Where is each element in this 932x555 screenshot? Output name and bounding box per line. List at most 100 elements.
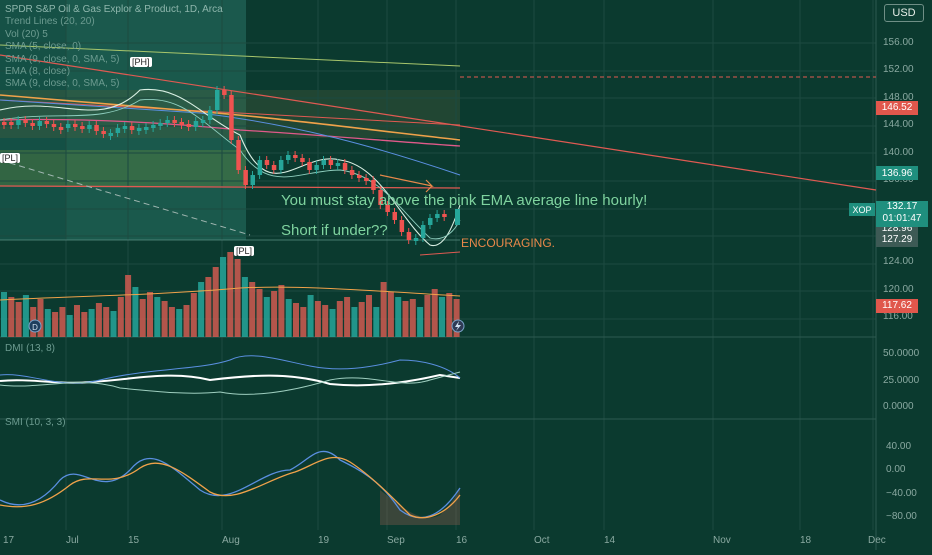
candle [371, 180, 376, 190]
volume-bar [44, 309, 51, 337]
candle [65, 124, 71, 128]
dmi-label[interactable]: DMI (13, 8) [5, 343, 56, 354]
volume-bar [183, 305, 190, 337]
volume-bar [409, 299, 416, 337]
candle [406, 232, 412, 240]
candle [16, 120, 21, 125]
time-label: 17 [3, 535, 15, 546]
smi-tick: 40.00 [886, 441, 912, 452]
legend-line-sma3[interactable]: SMA (9, close, 0, SMA, 5) [5, 78, 120, 90]
candle [392, 212, 397, 220]
volume-bar [314, 301, 321, 337]
volume-bar [278, 285, 285, 337]
candle [193, 121, 199, 127]
trendline-green [0, 44, 461, 67]
zone-top-teal [0, 0, 246, 60]
volume-bar [59, 307, 66, 337]
candle [286, 155, 291, 160]
legend-line-vol[interactable]: Vol (20) 5 [5, 28, 48, 40]
legend-line-trend[interactable]: Trend Lines (20, 20) [5, 16, 95, 28]
volume-bar [117, 297, 124, 337]
time-label: 18 [800, 535, 812, 546]
candle [136, 128, 142, 131]
volume-bar [439, 297, 445, 337]
current-price: 132.17 [886, 201, 918, 212]
ma-orange [0, 94, 461, 141]
volume-bar [66, 315, 73, 337]
candle [413, 238, 419, 241]
candle [428, 218, 433, 225]
annotation-encouraging: ENCOURAGING. [461, 236, 556, 250]
dmi-minus [0, 371, 461, 395]
volume-ma [0, 286, 461, 301]
symbol-title[interactable]: SPDR S&P Oil & Gas Explor & Product, 1D,… [5, 4, 223, 15]
svg-text:D: D [32, 323, 38, 332]
candle [94, 125, 99, 131]
candle [44, 121, 50, 124]
volume-bar [81, 312, 88, 337]
volume-bar [358, 302, 365, 337]
candle [215, 90, 220, 110]
volume-bar [263, 297, 270, 337]
ph-label: [PH] [130, 57, 152, 67]
volume-bar [293, 303, 299, 337]
candle [51, 124, 57, 127]
current-price-tag: 132.17 01:01:47 [876, 201, 928, 227]
candle [364, 178, 369, 181]
candle [385, 205, 390, 212]
candle [23, 120, 28, 123]
legend-line-sma1[interactable]: SMA (5, close, 0) [5, 41, 82, 53]
time-label: Aug [222, 535, 240, 546]
dmi-tick: 0.0000 [883, 401, 914, 412]
candle [58, 127, 64, 130]
volume-bar [22, 295, 29, 337]
candle [179, 122, 184, 125]
volume-bar [1, 292, 7, 337]
volume-bar [52, 312, 59, 337]
price-tick: 120.00 [883, 283, 914, 295]
volume-bar [446, 293, 453, 337]
volume-bar [351, 307, 358, 337]
volume-bar [424, 295, 431, 337]
volume-bar [387, 292, 394, 337]
zone-left-green [0, 60, 246, 240]
candle [321, 160, 326, 165]
smi-line [0, 450, 461, 519]
candle [357, 175, 362, 178]
candle [144, 127, 149, 130]
dividend-icon[interactable]: D [28, 319, 42, 333]
volume-bar [417, 307, 424, 337]
legend-line-ema[interactable]: EMA (8, close) [5, 66, 71, 78]
candle [200, 120, 206, 123]
lightning-icon[interactable] [451, 319, 465, 333]
legend-line-sma2[interactable]: SMA (9, close, 0, SMA, 5) [5, 53, 120, 65]
smi-label[interactable]: SMI (10, 3, 3) [5, 417, 66, 428]
volume-bar [88, 309, 95, 337]
grid [0, 0, 876, 530]
candle [435, 214, 440, 218]
volume-bar [220, 257, 226, 337]
candle [30, 123, 35, 126]
volume-bar [168, 307, 175, 337]
volume-bar [366, 295, 372, 337]
zone-olive [0, 150, 246, 186]
currency-button[interactable]: USD [884, 4, 924, 22]
volume-bar [95, 303, 102, 337]
price-tick: 152.00 [883, 64, 914, 76]
volume-bar [37, 299, 44, 337]
ma-red-bottom [419, 251, 461, 256]
candle [243, 170, 248, 185]
volume-bar [402, 301, 409, 337]
dashed-trend [0, 159, 251, 236]
dmi-tick: 50.0000 [883, 348, 920, 359]
smi-tick: 0.00 [886, 464, 906, 475]
time-label: Sep [387, 535, 405, 546]
candle [378, 190, 383, 205]
volume-bar [15, 302, 22, 337]
time-label: Jul [66, 535, 79, 546]
candle [335, 163, 341, 166]
smi-fill [380, 488, 460, 525]
candle [101, 131, 106, 134]
